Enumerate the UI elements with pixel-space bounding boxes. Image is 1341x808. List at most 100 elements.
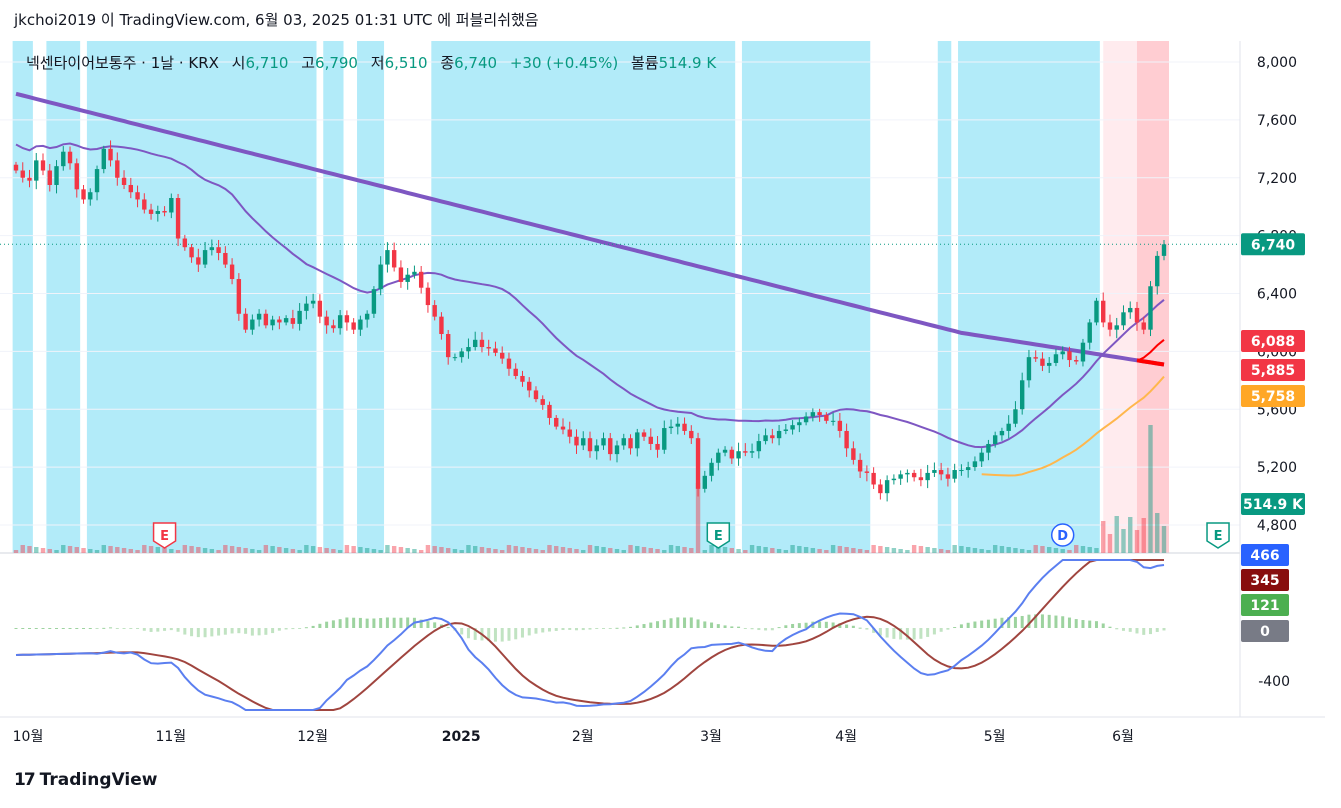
histogram-bar — [986, 619, 990, 628]
histogram-bar — [1088, 620, 1092, 628]
candle-body — [358, 319, 363, 330]
histogram-bar — [1142, 628, 1146, 635]
volume-bar — [1128, 517, 1133, 553]
bg-band-blue — [86, 41, 317, 553]
volume-bar — [635, 546, 640, 553]
candle-body — [945, 474, 951, 479]
volume-bar — [533, 549, 539, 553]
volume-bar — [175, 550, 181, 553]
time-tick-label: 2025 — [442, 729, 481, 745]
price-tick-label: 7,600 — [1257, 113, 1297, 129]
candle-body — [581, 438, 586, 446]
volume-bar — [830, 545, 836, 553]
time-tick-label: 11월 — [155, 729, 186, 745]
candle-body — [1074, 360, 1079, 362]
earnings-marker-icon — [706, 522, 731, 549]
histogram-bar — [325, 621, 329, 628]
volume-bar — [716, 546, 721, 553]
volume-bar — [445, 548, 451, 553]
histogram-bar — [1081, 620, 1085, 628]
volume-bar — [1053, 548, 1059, 553]
candle-body — [648, 436, 653, 444]
histogram-bar — [277, 628, 281, 631]
volume-bar — [13, 550, 19, 553]
histogram-bar — [683, 617, 687, 628]
volume-bar — [364, 548, 370, 553]
candle-body — [364, 313, 370, 320]
volume-bar — [432, 546, 437, 553]
candle-body — [743, 451, 748, 453]
histogram-bar — [14, 628, 18, 629]
histogram-bar — [460, 628, 464, 635]
histogram-bar — [635, 625, 639, 628]
histogram-bar — [102, 627, 106, 629]
volume-bar — [959, 546, 964, 553]
tradingview-brand[interactable]: 17 TradingView — [14, 770, 157, 790]
ohlc-legend: 넥센타이어보통주 · 1날 · KRX 시6,710 고6,790 저6,510… — [26, 52, 716, 73]
volume-bar — [351, 546, 356, 553]
volume-bar — [851, 548, 856, 553]
candle-body — [229, 264, 235, 280]
candle-body — [175, 198, 181, 239]
volume-bar — [952, 545, 957, 553]
indicator-badge-label: 466 — [1250, 548, 1279, 564]
price-tick-label: 8,000 — [1257, 55, 1297, 71]
candle-body — [540, 399, 545, 405]
histogram-bar — [304, 627, 308, 629]
histogram-bar — [1061, 616, 1065, 628]
volume-bar — [243, 548, 248, 553]
volume-bar — [1019, 549, 1025, 553]
volume-bar — [911, 545, 917, 553]
candle-body — [763, 435, 768, 442]
candle-body — [621, 438, 626, 446]
symbol-label[interactable]: 넥센타이어보통주 · 1날 · KRX — [26, 54, 219, 72]
histogram-bar — [284, 628, 288, 630]
volume-bar — [324, 548, 329, 553]
histogram-bar — [993, 618, 997, 628]
moving-averages — [0, 91, 1240, 477]
histogram-bar — [926, 628, 930, 637]
volume-bar — [94, 550, 100, 553]
volume-bar — [486, 548, 491, 553]
price-badge — [1241, 385, 1305, 407]
candle-body — [1101, 300, 1106, 323]
candle-body — [317, 300, 323, 317]
histogram-bar — [527, 628, 531, 636]
candle-body — [88, 192, 93, 200]
histogram-bar — [230, 628, 234, 634]
histogram-bar — [21, 628, 25, 629]
candle-body — [702, 475, 707, 489]
candle-body — [641, 432, 647, 437]
candle-body — [148, 209, 154, 214]
volume-bar — [27, 546, 32, 553]
volume-bar — [74, 547, 79, 553]
volume-bar — [1074, 545, 1079, 553]
price-badge-label: 6,088 — [1251, 334, 1295, 350]
volume-bar — [1080, 546, 1086, 553]
histogram-bar — [1074, 619, 1078, 628]
candle-body — [155, 211, 161, 214]
volume-bar — [729, 548, 735, 553]
histogram-bar — [318, 623, 322, 628]
volume-bar — [391, 546, 397, 553]
candle-body — [1040, 358, 1045, 366]
ma-red-thick-line — [1136, 358, 1165, 367]
histogram-bar — [851, 625, 855, 628]
histogram-bar — [1108, 626, 1112, 628]
time-tick-label: 12월 — [297, 729, 328, 745]
histogram-bar — [791, 623, 795, 628]
volume-bar — [925, 547, 930, 553]
histogram-bar — [946, 628, 950, 630]
candle-body — [898, 474, 903, 479]
histogram-bar — [966, 622, 970, 628]
histogram-bar — [547, 628, 551, 632]
histogram-bar — [352, 617, 356, 628]
candle-body — [668, 426, 674, 429]
volume-bar — [884, 547, 890, 553]
histogram-bar — [520, 628, 524, 638]
histogram-bar — [574, 628, 578, 631]
candle-body — [1033, 357, 1038, 359]
volume-bar — [479, 547, 485, 553]
candle-body — [635, 432, 640, 449]
